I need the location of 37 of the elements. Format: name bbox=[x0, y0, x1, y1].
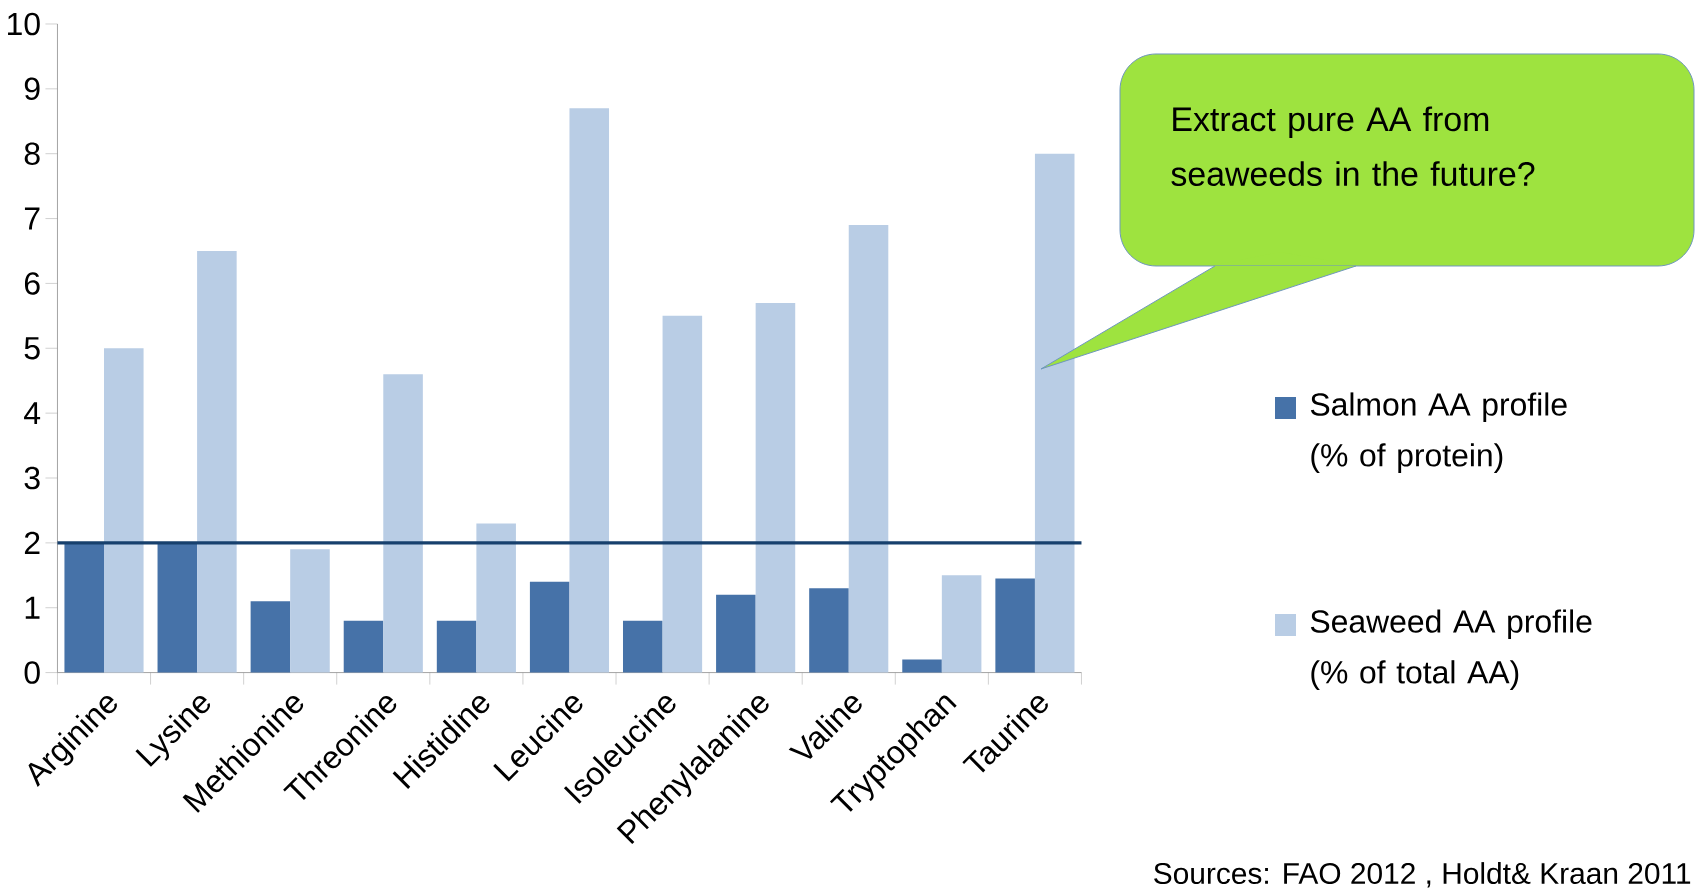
bar bbox=[569, 108, 610, 673]
bar bbox=[755, 302, 796, 673]
y-tick-label: 0 bbox=[24, 661, 40, 684]
y-tick-label: 9 bbox=[24, 77, 40, 101]
bar bbox=[383, 374, 423, 673]
y-tick-label: 4 bbox=[24, 402, 41, 425]
bar bbox=[995, 578, 1035, 673]
bar bbox=[64, 542, 105, 673]
bar bbox=[662, 315, 703, 673]
y-tick-label: 8 bbox=[24, 142, 40, 165]
y-tick-label: 2 bbox=[24, 531, 40, 554]
y-tick-label: 1 bbox=[25, 596, 40, 619]
bar bbox=[809, 588, 849, 673]
text: Extract pure AA from seaweeds in the future? bbox=[1171, 106, 1535, 187]
bar bbox=[104, 348, 144, 673]
bar bbox=[716, 594, 756, 673]
y-tick-label: 10 bbox=[8, 12, 40, 36]
y-tick-label: 7 bbox=[24, 207, 40, 230]
y-tick-label: 5 bbox=[24, 337, 40, 360]
y-tick-label: 3 bbox=[24, 466, 40, 490]
bar bbox=[436, 620, 477, 673]
legend-label: Salmon AA profile (% of protein) bbox=[1310, 392, 1567, 473]
bar bbox=[902, 659, 942, 673]
y-tick-label: 6 bbox=[24, 272, 40, 295]
bar bbox=[848, 225, 889, 673]
bar bbox=[343, 620, 384, 673]
source-note: Sources: FAO 2012 , Holdt& Kraan 2011 bbox=[1154, 862, 1691, 888]
bar bbox=[290, 549, 330, 673]
bar bbox=[157, 542, 198, 673]
bar bbox=[1034, 153, 1075, 673]
bar bbox=[622, 620, 663, 673]
bar bbox=[941, 575, 982, 673]
legend-label: Seaweed AA profile (% of total AA) bbox=[1310, 609, 1592, 690]
bar bbox=[250, 601, 291, 673]
bar bbox=[529, 581, 570, 673]
bar bbox=[197, 250, 237, 673]
bar bbox=[476, 523, 516, 673]
